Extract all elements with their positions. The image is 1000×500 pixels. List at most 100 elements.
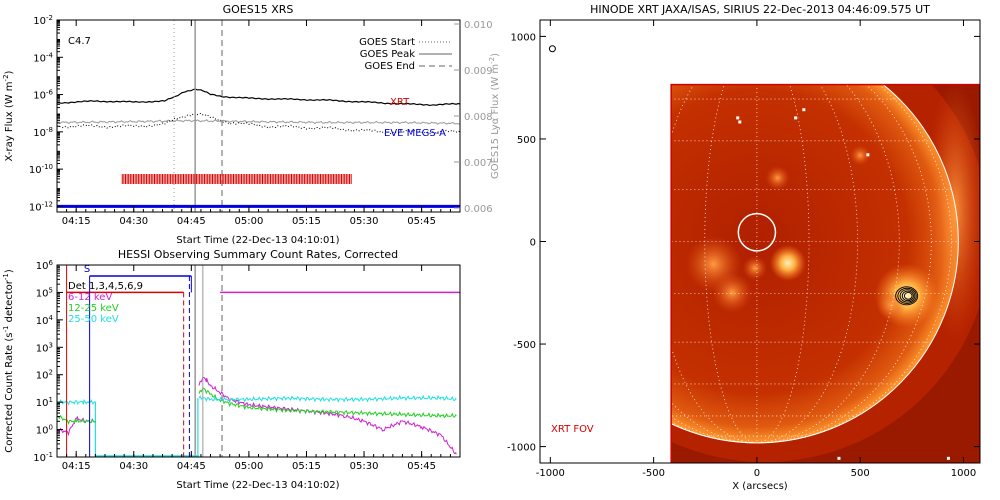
hessi-panel: HESSI Observing Summary Count Rates, Cor… [2,248,461,491]
goes-long-channel-line [57,88,460,107]
xrt-fov-box [670,83,980,463]
eve-series-label: EVE MEGS-A [384,128,446,139]
hessi-ytick-label: 106 [36,259,54,272]
hessi-xtick-label: 04:45 [177,461,206,472]
xrt-active-region [765,165,790,190]
hessi-ytick-label: 101 [36,396,53,409]
xrt-xtick-label: 0 [754,468,760,479]
goes-title: GOES15 XRS [223,3,294,16]
hessi-y-ticks: 106 105 104 103 102 101 100 10-1 [33,259,63,464]
hessi-x-ticks: 04:15 04:30 04:45 05:00 05:15 05:30 05:45 [56,265,461,472]
hessi-flag-label: S [84,264,90,275]
xrt-ytick-label: 500 [517,135,536,146]
goes-x-ticks: 04:15 04:30 04:45 05:00 05:15 05:30 05:45 [56,20,461,227]
xrt-sun-disk [671,84,959,443]
hessi-axes-frame [56,264,461,458]
goes-ytick-label: 10-4 [33,51,53,64]
hessi-xtick-label: 05:45 [407,461,436,472]
goes-short-channel-line [57,112,460,135]
goes-xlabel: Start Time (22-Dec-13 04:10:01) [176,235,339,246]
xrt-ytick-label: 0 [530,238,536,249]
hessi-xlabel: Start Time (22-Dec-13 04:10:02) [176,480,339,491]
goes-right-tick-label: 0.006 [464,204,493,215]
goes-flare-class: C4.7 [68,36,91,47]
goes-legend-label: GOES Start [359,37,415,48]
hessi-ylabel: Corrected Count Rate (s-1 detector-1) [2,269,15,453]
hessi-ytick-label: 100 [36,424,53,437]
xrt-flare-contour [895,286,919,306]
hessi-legend-label: 25-50 keV [68,314,119,325]
hessi-xtick-label: 05:00 [234,461,263,472]
hessi-legend-label: 6-12 keV [68,292,112,303]
xrt-longitude-line [756,84,900,444]
hessi-plot-area: S [57,264,460,457]
hessi-ytick-label: 104 [36,314,54,327]
hessi-series-line-2 [198,387,457,419]
xrt-solar-limb [554,39,959,444]
goes-xtick-label: 05:45 [407,216,436,227]
goes-ytick-label: 10-10 [29,163,53,176]
xrt-flare-contour [899,289,916,303]
xrt-hot-pixel [794,116,798,120]
xrt-active-region [877,291,906,320]
xrt-target-circle [737,212,777,252]
xrt-marker-circle [548,45,556,53]
hessi-xtick-label: 04:15 [62,461,91,472]
hessi-series-line-3 [198,394,457,403]
hessi-title: HESSI Observing Summary Count Rates, Cor… [118,248,398,261]
hessi-series-line-1 [198,376,457,455]
xrt-active-region [712,272,753,313]
hessi-xtick-label: 04:30 [119,461,148,472]
goes-xtick-label: 05:15 [292,216,321,227]
xrt-xtick-label: 500 [851,468,870,479]
xrt-hot-pixel [736,116,740,120]
xrt-x-ticks: -1000 -500 0 500 1000 [536,20,976,479]
xrt-ytick-label: -1000 [507,443,536,454]
goes-xtick-label: 05:30 [350,216,379,227]
xrt-series-label: XRT [390,97,410,108]
goes-legend-label: GOES Peak [360,49,415,60]
xrt-fov-label: XRT FOV [551,424,594,435]
goes-ytick-label: 10-2 [33,14,53,27]
goes-right-tick-label: 0.008 [464,112,493,123]
goes-ytick-label: 10-8 [33,126,53,139]
hessi-legend-label: Det 1,3,4,5,6,9 [68,281,143,292]
goes-xtick-label: 04:30 [119,216,148,227]
xrt-xtick-label: 1000 [951,468,976,479]
xrt-xtick-label: -1000 [536,468,565,479]
xrt-flare-contour [901,290,914,302]
hessi-ytick-label: 103 [36,341,53,354]
hessi-ytick-label: 10-1 [33,451,53,464]
xrt-ytick-label: 1000 [511,32,536,43]
hessi-xtick-label: 05:30 [350,461,379,472]
xrt-xtick-label: -500 [642,468,665,479]
hessi-ytick-label: 105 [36,286,53,299]
xrt-image-panel: HINODE XRT JAXA/ISAS, SIRIUS 22-Dec-2013… [507,3,981,492]
xrt-hot-pixel [866,153,870,157]
xrt-longitude-line [756,84,810,444]
goes-xtick-label: 05:00 [234,216,263,227]
goes-xrs-panel: GOES15 XRS 04:15 04:30 04:45 05:00 05:15 05:3… [2,3,501,246]
xrt-y-ticks: 1000 500 0 -500 -1000 [507,32,980,454]
xrt-hot-pixel [802,108,806,112]
goes-ylabel: X-ray Flux (W m-2) [2,70,15,161]
goes-right-tick-label: 0.010 [464,20,493,31]
hessi-ytick-label: 102 [36,369,53,382]
goes-ytick-label: 10-12 [29,200,53,213]
xrt-hot-pixel [837,456,841,460]
goes-ylabel-right: GOES15 Lyα Flux (W m-2) [488,53,501,179]
goes-right-tick-label: 0.009 [464,66,493,77]
hessi-xtick-label: 05:15 [292,461,321,472]
xrt-flare-contour [897,287,917,304]
xrt-hot-pixel [946,456,950,460]
goes-lya-line [57,119,460,125]
goes-plot-area [57,20,460,212]
goes-right-y-ticks: 0.010 0.009 0.008 0.007 0.006 [454,20,493,215]
xrt-active-region [850,145,871,166]
xrt-active-region [742,256,767,281]
goes-legend-label: GOES End [365,61,415,72]
xrt-longitude-line [704,84,757,444]
hessi-legend-label: 12-25 keV [68,303,119,314]
